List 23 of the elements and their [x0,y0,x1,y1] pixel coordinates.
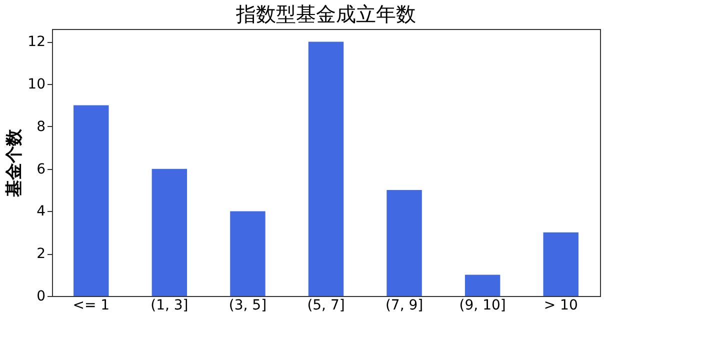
y-tick-label: 10 [28,76,46,93]
bar [386,190,422,296]
y-tick-label: 6 [36,161,46,178]
x-tick-label: (9, 10] [459,298,506,314]
y-tick-label: 12 [28,34,46,50]
chart-title: 指数型基金成立年数 [235,2,416,26]
y-tick-label: 4 [36,204,46,220]
y-tick-label: 8 [36,118,46,135]
x-tick-label: (1, 3] [150,298,188,314]
x-tick-label: > 10 [544,298,578,314]
bar [543,232,578,296]
x-tick-label: (5, 7] [307,298,345,314]
bar [464,274,500,296]
y-axis-title: 基金个数 [4,128,25,198]
bar [152,168,188,296]
bar [74,105,109,296]
x-tick-label: <= 1 [72,298,110,314]
y-tick-label: 2 [36,246,46,262]
bar [230,211,266,296]
x-tick-label: (3, 5] [228,298,267,314]
y-tick-label: 0 [36,288,46,304]
bar [308,42,344,296]
x-tick-label: (7, 9] [385,298,424,314]
